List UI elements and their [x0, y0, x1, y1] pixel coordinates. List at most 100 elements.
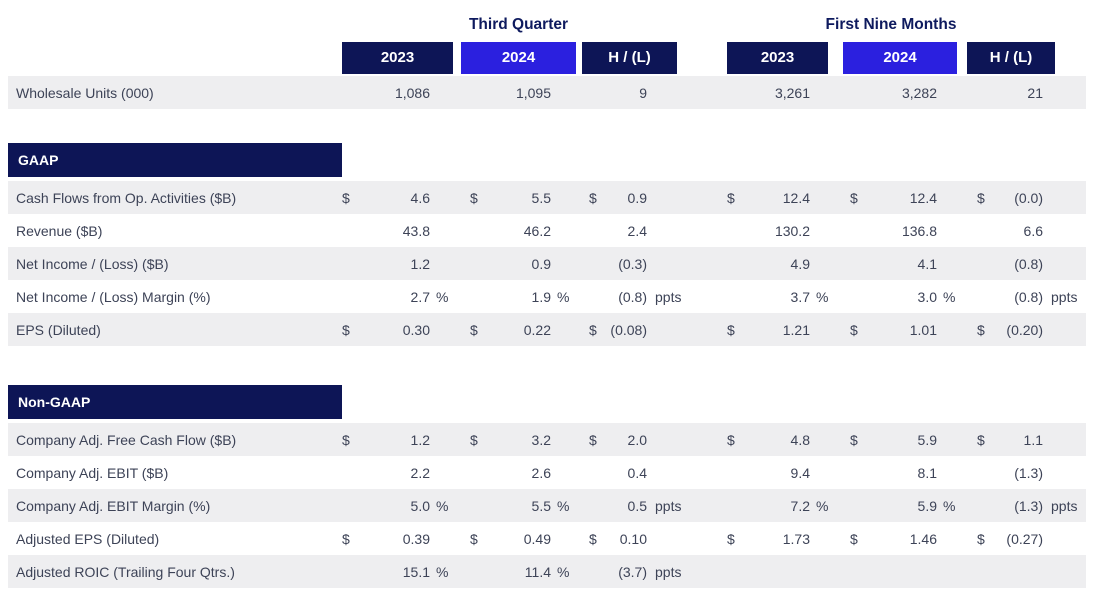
- value: 5.5: [531, 497, 551, 514]
- value-cell: $5.5: [460, 190, 582, 206]
- value-cell: $12.4: [840, 190, 967, 206]
- value-cell: 3.0%: [840, 289, 967, 305]
- value: 7.2: [790, 497, 810, 514]
- unit-suffix: %: [557, 563, 570, 580]
- value-cell: 2.2: [342, 465, 460, 481]
- period-titles-row: Third Quarter First Nine Months: [8, 16, 1093, 38]
- col-header-tq-2024: 2024: [461, 42, 576, 74]
- value: 9: [639, 84, 647, 101]
- dollar-sign: $: [977, 189, 985, 206]
- value-cell: $0.39: [342, 531, 460, 547]
- value: 0.22: [523, 321, 551, 338]
- section-header-bar: GAAP: [8, 143, 342, 177]
- value: 4.9: [790, 255, 810, 272]
- value: 3.2: [531, 431, 551, 448]
- value-cell: 1,086: [342, 85, 460, 101]
- value-cell: 8.1: [840, 465, 967, 481]
- value-cell: 9.4: [727, 465, 840, 481]
- unit-suffix: %: [436, 288, 449, 305]
- value: 43.8: [402, 222, 430, 239]
- section-nongaap: Non-GAAP Company Adj. Free Cash Flow ($B)…: [8, 346, 1093, 588]
- section-header-bar: Non-GAAP: [8, 385, 342, 419]
- unit-suffix: ppts: [655, 288, 682, 305]
- table-row: Net Income / (Loss) Margin (%) 2.7% 1.9% (0…: [8, 280, 1093, 313]
- value: (0.8): [1014, 255, 1043, 272]
- dollar-sign: $: [850, 189, 858, 206]
- value-cell: $0.9: [582, 190, 695, 206]
- unit-suffix: %: [943, 497, 956, 514]
- value-cell: 1,095: [460, 85, 582, 101]
- table-body: Wholesale Units (000) 1,086 1,095 9 3,261 3,2…: [8, 74, 1093, 588]
- value-cell: $5.9: [840, 432, 967, 448]
- dollar-sign: $: [342, 530, 350, 547]
- value: (0.3): [618, 255, 647, 272]
- section-gaap: GAAP Cash Flows from Op. Activities ($B) $…: [8, 109, 1093, 346]
- value-cell: (1.3) ppts: [967, 498, 1093, 514]
- value: 46.2: [523, 222, 551, 239]
- value: 0.9: [627, 189, 647, 206]
- value: (0.0): [1014, 189, 1043, 206]
- col-header-nm-hl: H / (L): [967, 42, 1055, 74]
- value: 3,261: [774, 84, 810, 101]
- value: 3.7: [790, 288, 810, 305]
- col-header-nm-2024: 2024: [843, 42, 957, 74]
- value-cell: 3,282: [840, 85, 967, 101]
- value: 4.6: [410, 189, 430, 206]
- value: 0.39: [402, 530, 430, 547]
- value-cell: 9: [582, 85, 695, 101]
- value: 136.8: [901, 222, 937, 239]
- table-row: EPS (Diluted) $0.30 $0.22 $ (0.08) $1.21 $1.01…: [8, 313, 1093, 346]
- value: 4.1: [917, 255, 937, 272]
- value-cell: 2.4: [582, 223, 695, 239]
- value-cell: $1.46: [840, 531, 967, 547]
- value-cell: 46.2: [460, 223, 582, 239]
- value: 3.0: [917, 288, 937, 305]
- value: 130.2: [774, 222, 810, 239]
- row-label: Adjusted EPS (Diluted): [16, 530, 160, 547]
- unit-suffix: %: [557, 288, 570, 305]
- value-cell: 3,261: [727, 85, 840, 101]
- value-cell: $4.8: [727, 432, 840, 448]
- col-header-nm-2023: 2023: [727, 42, 828, 74]
- dollar-sign: $: [589, 530, 597, 547]
- value: 0.5: [627, 497, 647, 514]
- row-label: EPS (Diluted): [16, 321, 101, 338]
- value-cell: (0.8) ppts: [582, 289, 695, 305]
- value: 1.2: [410, 431, 430, 448]
- value: (1.3): [1014, 497, 1043, 514]
- dollar-sign: $: [850, 530, 858, 547]
- value: 8.1: [917, 464, 937, 481]
- value: 1,086: [394, 84, 430, 101]
- table-row: Net Income / (Loss) ($B) 1.2 0.9 (0.3) 4.9 4.…: [8, 247, 1093, 280]
- unit-suffix: %: [816, 288, 829, 305]
- unit-suffix: ppts: [655, 563, 682, 580]
- value-cell: $ (0.27): [967, 531, 1093, 547]
- value: (0.08): [610, 321, 647, 338]
- value: 1.46: [909, 530, 937, 547]
- dollar-sign: $: [470, 189, 478, 206]
- value-cell: 15.1%: [342, 564, 460, 580]
- value-cell: $1.01: [840, 322, 967, 338]
- value-cell: 2.6: [460, 465, 582, 481]
- value-cell: $1.2: [342, 432, 460, 448]
- dollar-sign: $: [470, 321, 478, 338]
- dollar-sign: $: [727, 530, 735, 547]
- value: (0.8): [618, 288, 647, 305]
- value-cell: (3.7) ppts: [582, 564, 695, 580]
- value-cell: (1.3): [967, 465, 1093, 481]
- col-header-tq-2023: 2023: [342, 42, 453, 74]
- dollar-sign: $: [589, 189, 597, 206]
- dollar-sign: $: [977, 321, 985, 338]
- value-cell: $0.49: [460, 531, 582, 547]
- row-label: Company Adj. Free Cash Flow ($B): [16, 431, 237, 448]
- value-cell: 2.7%: [342, 289, 460, 305]
- section-top: Wholesale Units (000) 1,086 1,095 9 3,261 3,2…: [8, 76, 1093, 109]
- row-label: Net Income / (Loss) Margin (%): [16, 288, 211, 305]
- table-row: Adjusted ROIC (Trailing Four Qtrs.) 15.1%…: [8, 555, 1093, 588]
- dollar-sign: $: [342, 321, 350, 338]
- value-cell: $1.73: [727, 531, 840, 547]
- value: 0.10: [619, 530, 647, 547]
- table-row: Revenue ($B) 43.8 46.2 2.4 130.2 136.8 6.6: [8, 214, 1093, 247]
- value: 1.1: [1023, 431, 1043, 448]
- value: 1.01: [909, 321, 937, 338]
